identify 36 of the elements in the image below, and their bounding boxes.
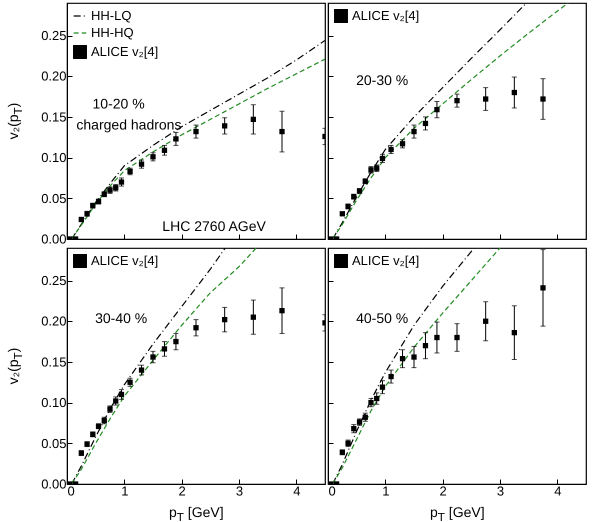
annotation: 20-30 % (356, 72, 408, 88)
y-tick-label: 0.05 (41, 436, 66, 451)
x-tick-label: 0 (68, 484, 75, 498)
y-tick-label: 0.10 (41, 395, 66, 410)
x-tick-label: 4 (293, 484, 300, 498)
y-tick-label: 0.25 (41, 28, 66, 44)
annotation: LHC 2760 AGeV (162, 218, 266, 234)
annotation: 10-20 % (92, 95, 145, 112)
x-tick-label: 0 (328, 484, 336, 498)
legend-label: ALICE v₂[4] (91, 44, 158, 59)
legend-label: ALICE v₂[4] (352, 8, 420, 23)
annotation: charged hadrons (76, 116, 182, 133)
x-tick-label: 3 (236, 484, 244, 498)
legend-label: ALICE v₂[4] (91, 253, 158, 268)
x-tick-label: 3 (496, 484, 504, 498)
legend-label: HH-LQ (91, 8, 132, 23)
x-tick-label: 2 (178, 484, 186, 498)
y-tick-label: 0.05 (41, 190, 66, 206)
x-axis-title: p$_{T}$ [GeV] (168, 504, 224, 522)
y-tick-label: 0.15 (41, 354, 66, 370)
x-tick-label: 1 (382, 484, 390, 498)
y-tick-label: 0.00 (41, 232, 66, 246)
y-tick-label: 0.25 (41, 273, 66, 288)
annotation: 40-50 % (356, 310, 408, 326)
y-tick-label: 0.15 (41, 109, 66, 124)
x-tick-label: 1 (121, 484, 128, 498)
y-tick-label: 0.10 (41, 150, 66, 166)
y-tick-label: 0.20 (41, 314, 66, 329)
x-axis-title: p$_{T}$ [GeV] (430, 504, 485, 522)
x-tick-label: 2 (440, 484, 447, 498)
y-tick-label: 0.20 (41, 68, 66, 84)
x-tick-label: 4 (554, 484, 562, 498)
legend-label: HH-HQ (91, 25, 134, 40)
annotation: 30-40 % (95, 310, 148, 326)
legend-label: ALICE v₂[4] (352, 253, 420, 268)
y-tick-label: 0.00 (41, 476, 66, 492)
